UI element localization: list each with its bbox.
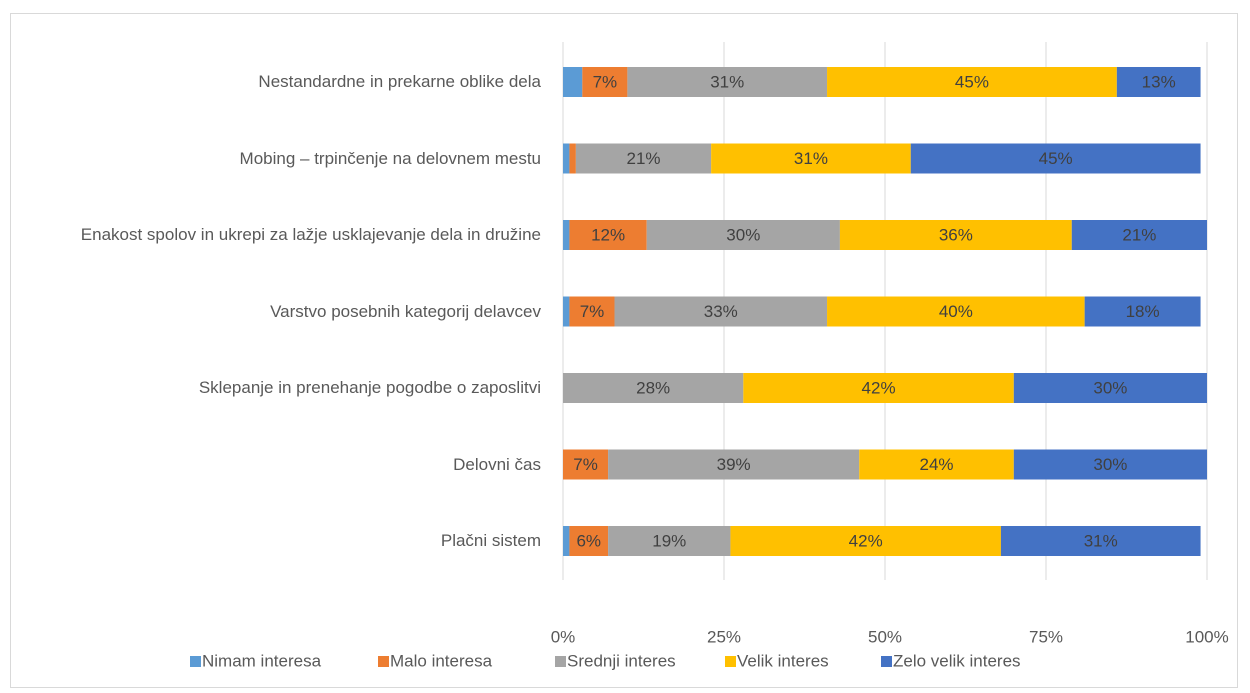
legend-swatch [725,656,736,667]
data-label: 7% [573,455,598,474]
legend-label: Zelo velik interes [893,651,1021,670]
bar-segment [827,296,1085,327]
legend-swatch [881,656,892,667]
bar-segment [743,373,1014,403]
data-label: 18% [1126,302,1160,321]
bar-segment [563,220,570,250]
x-tick-label: 100% [1185,627,1228,646]
legend-label: Malo interesa [390,651,493,670]
legend-label: Srednji interes [567,651,676,670]
category-label-box: Sklepanje in prenehanje pogodbe o zaposl… [199,358,541,418]
data-label: 24% [920,455,954,474]
bar-segment [711,143,911,174]
data-label: 7% [593,72,618,91]
bar-segment [569,296,615,327]
category-label-box: Varstvo posebnih kategorij delavcev [270,282,541,342]
bar-segment [563,373,744,403]
bar-segment [569,143,576,174]
y-tick-label: Nestandardne in prekarne oblike dela [258,72,541,91]
bar-segment [582,67,628,97]
y-tick-label: Varstvo posebnih kategorij delavcev [270,301,541,321]
bar-segment [859,449,1014,480]
bar-segment [1084,296,1201,327]
bar-segment [563,67,583,97]
bar-segment [563,526,570,556]
data-label: 31% [710,72,744,91]
data-label: 30% [1093,455,1127,474]
x-tick-label: 50% [868,627,902,646]
legend-swatch [378,656,389,667]
chart-frame [10,13,1238,688]
bar-segment [563,449,609,480]
bar-segment [1013,373,1207,403]
bar-segment [1013,449,1207,480]
data-label: 45% [955,72,989,91]
bar-segment [1071,220,1207,250]
data-label: 31% [794,149,828,168]
data-label: 36% [939,225,973,244]
bar-segment [730,526,1001,556]
category-label-box: Delovni čas [453,435,541,495]
data-label: 42% [862,378,896,397]
data-label: 45% [1039,149,1073,168]
data-label: 21% [1122,225,1156,244]
data-label: 39% [717,455,751,474]
data-label: 40% [939,302,973,321]
bar-segment [910,143,1201,174]
data-label: 33% [704,302,738,321]
data-label: 42% [849,531,883,550]
legend-swatch [190,656,201,667]
category-label-box: Nestandardne in prekarne oblike dela [258,52,541,112]
bar-segment [839,220,1072,250]
bar-segment [1116,67,1201,97]
data-label: 6% [576,531,601,550]
bar-segment [563,143,570,174]
x-tick-label: 25% [707,627,741,646]
bar-segment [827,67,1117,97]
category-label-box: Mobing – trpinčenje na delovnem mestu [240,129,541,189]
legend-label: Nimam interesa [202,651,322,670]
bar-segment [608,449,860,480]
bar-segment [614,296,828,327]
bar-segment [1000,526,1201,556]
data-label: 19% [652,531,686,550]
data-label: 30% [1093,378,1127,397]
bar-segment [627,67,828,97]
data-label: 12% [591,225,625,244]
data-label: 28% [636,378,670,397]
category-label-box: Enakost spolov in ukrepi za lažje usklaj… [81,205,541,265]
bar-segment [569,526,609,556]
x-tick-label: 75% [1029,627,1063,646]
data-label: 13% [1142,72,1176,91]
data-label: 7% [580,302,605,321]
data-label: 21% [626,149,660,168]
x-tick-label: 0% [551,627,576,646]
bar-segment [563,296,570,327]
category-label-box: Plačni sistem [441,511,541,571]
y-tick-label: Delovni čas [453,454,541,474]
bar-segment [646,220,840,250]
legend-swatch [555,656,566,667]
bar-segment [608,526,731,556]
y-tick-label: Sklepanje in prenehanje pogodbe o zaposl… [198,378,541,397]
data-label: 30% [726,225,760,244]
legend-label: Velik interes [737,651,829,670]
y-tick-label: Enakost spolov in ukrepi za lažje usklaj… [80,225,541,244]
bar-segment [575,143,712,174]
data-label: 31% [1084,531,1118,550]
y-tick-label: Plačni sistem [440,531,541,550]
bar-segment [569,220,647,250]
y-tick-label: Mobing – trpinčenje na delovnem mestu [239,148,541,168]
